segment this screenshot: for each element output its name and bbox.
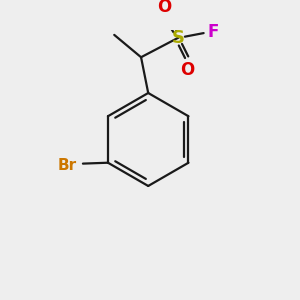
- Text: S: S: [172, 28, 185, 46]
- Text: O: O: [157, 0, 171, 16]
- Text: Br: Br: [57, 158, 76, 173]
- Text: F: F: [208, 23, 219, 41]
- Text: O: O: [180, 61, 195, 79]
